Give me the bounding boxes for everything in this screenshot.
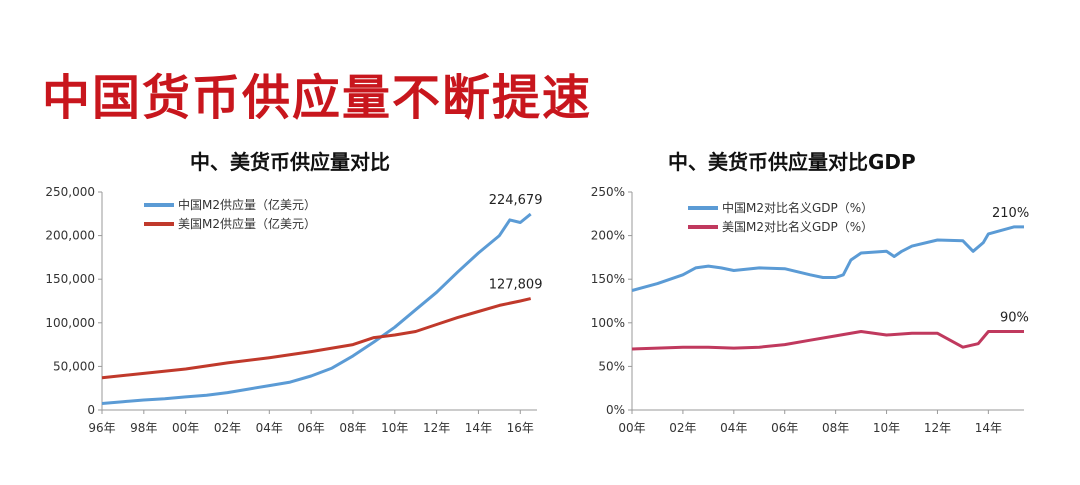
x-tick-label: 08年 (822, 421, 849, 435)
y-tick-label: 250% (591, 185, 625, 199)
x-tick-label: 12年 (423, 421, 450, 435)
right-chart-title: 中、美货币供应量对比GDP (668, 150, 916, 174)
x-tick-label: 98年 (130, 421, 157, 435)
y-tick-label: 0% (606, 403, 625, 417)
end-value-label: 127,809 (489, 278, 543, 293)
series-line-china (631, 225, 1024, 292)
x-tick-label: 12年 (924, 421, 951, 435)
x-tick-label: 02年 (214, 421, 241, 435)
legend-label: 中国M2对比名义GDP（%） (722, 200, 873, 215)
x-tick-label: 96年 (88, 421, 115, 435)
x-tick-label: 04年 (720, 421, 747, 435)
x-tick-label: 08年 (339, 421, 366, 435)
y-tick-label: 0 (87, 403, 95, 417)
legend-label: 美国M2供应量（亿美元） (178, 216, 316, 231)
x-tick-label: 06年 (771, 421, 798, 435)
end-value-label: 210% (992, 206, 1029, 221)
x-tick-label: 14年 (465, 421, 492, 435)
x-tick-label: 06年 (297, 421, 324, 435)
x-tick-label: 04年 (256, 421, 283, 435)
legend-label: 中国M2供应量（亿美元） (178, 197, 316, 212)
y-tick-label: 200,000 (45, 229, 95, 243)
x-tick-label: 02年 (669, 421, 696, 435)
y-tick-label: 50% (598, 359, 625, 373)
series-line-china (101, 212, 532, 405)
y-tick-label: 100% (591, 316, 625, 330)
y-tick-label: 150,000 (45, 272, 95, 286)
series-line-us (101, 297, 532, 380)
x-tick-label: 10年 (381, 421, 408, 435)
legend-label: 美国M2对比名义GDP（%） (722, 219, 873, 234)
end-value-label: 224,679 (489, 193, 543, 208)
y-tick-label: 50,000 (53, 359, 95, 373)
headline: 中国货币供应量不断提速 (42, 70, 593, 126)
end-value-label: 90% (1000, 311, 1029, 326)
x-tick-label: 10年 (873, 421, 900, 435)
y-tick-label: 100,000 (45, 316, 95, 330)
y-tick-label: 150% (591, 272, 625, 286)
x-tick-label: 14年 (975, 421, 1002, 435)
series-line-us (631, 330, 1024, 351)
x-tick-label: 16年 (507, 421, 534, 435)
x-tick-label: 00年 (172, 421, 199, 435)
x-tick-label: 00年 (618, 421, 645, 435)
left-chart-title: 中、美货币供应量对比 (190, 150, 390, 174)
y-tick-label: 200% (591, 229, 625, 243)
y-tick-label: 250,000 (45, 185, 95, 199)
